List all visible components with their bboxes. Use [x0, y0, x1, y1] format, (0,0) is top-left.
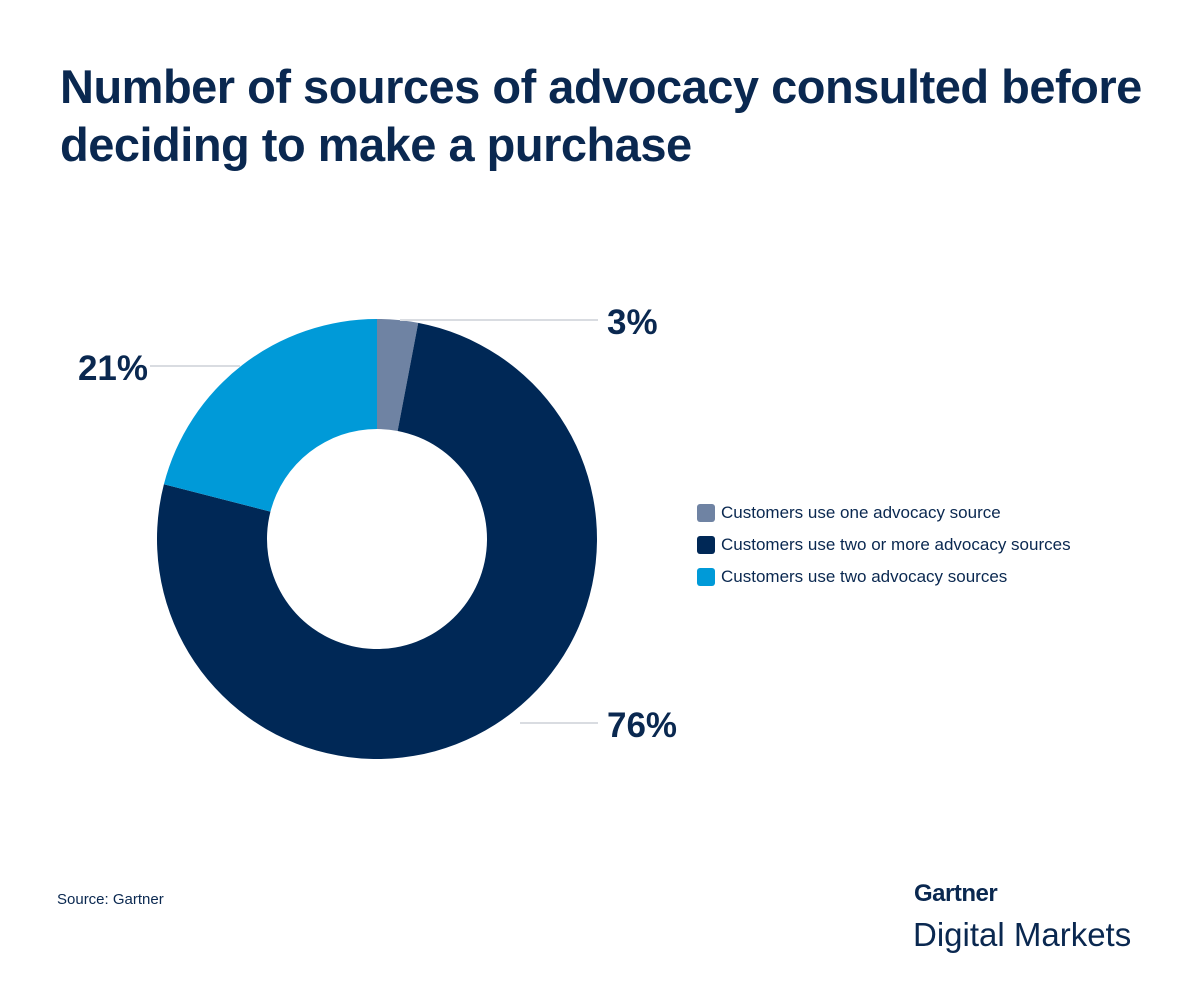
legend-label: Customers use two advocacy sources: [721, 567, 1008, 586]
data-label-1: 76%: [607, 706, 677, 745]
slice-2: [163, 319, 377, 512]
legend-item: Customers use one advocacy source: [697, 497, 1071, 529]
legend-item: Customers use two advocacy sources: [697, 561, 1071, 593]
data-label-2: 21%: [78, 349, 148, 388]
legend-swatch: [697, 504, 715, 522]
legend: Customers use one advocacy source Custome…: [697, 497, 1071, 593]
data-label-0: 3%: [607, 303, 658, 342]
legend-item: Customers use two or more advocacy sourc…: [697, 529, 1071, 561]
legend-swatch: [697, 536, 715, 554]
digital-markets-logo: Digital Markets: [913, 916, 1132, 953]
slice-0: [377, 319, 419, 431]
legend-label: Customers use one advocacy source: [721, 503, 1001, 522]
legend-label: Customers use two or more advocacy sourc…: [721, 535, 1071, 554]
gartner-logo: Gartner: [914, 880, 998, 907]
slice-1: [157, 322, 597, 759]
chart-title: Number of sources of advocacy consulted …: [60, 60, 1142, 171]
legend-swatch: [697, 568, 715, 586]
source-note: Source: Gartner: [57, 891, 164, 908]
